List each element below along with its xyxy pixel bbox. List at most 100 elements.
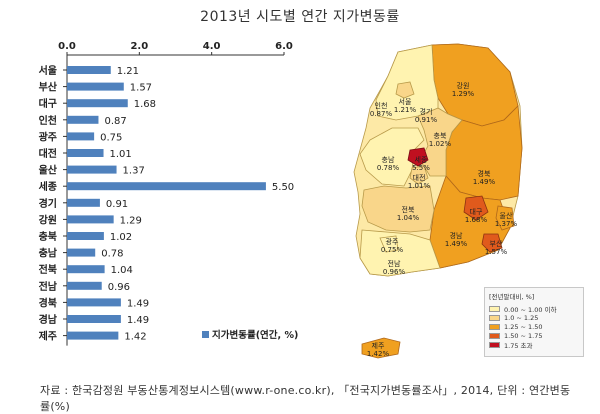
bar [67, 99, 128, 108]
region-jeonnam-shape [359, 229, 441, 277]
region-sejong-shape [407, 147, 429, 167]
map-legend-label: 1.50 ~ 1.75 [504, 331, 543, 340]
x-tick-label: 4.0 [203, 41, 221, 52]
region-value-label: 0.87% [370, 110, 393, 118]
region-ulsan-shape [495, 205, 515, 231]
category-label: 서울 [39, 64, 57, 77]
bar [67, 281, 102, 290]
bar [67, 149, 104, 157]
bar [67, 165, 117, 174]
x-tick-label: 0.0 [58, 41, 76, 52]
map-legend-item: 1.50 ~ 1.75 [489, 331, 579, 340]
category-label: 충북 [39, 230, 57, 243]
category-label: 경남 [39, 313, 58, 326]
value-label: 1.42 [124, 332, 146, 343]
category-label: 대구 [39, 97, 57, 110]
value-label: 1.49 [127, 298, 149, 309]
map-legend-label: 1.75 초과 [504, 341, 533, 350]
korea-map: 강원1.29% 서울1.21% 인천0.87% 경기0.91% 충북1.02%세종5.5… [353, 43, 523, 359]
region-name-label: 대전 [413, 173, 426, 182]
bar [67, 298, 121, 307]
region-value-label: 1.01% [408, 182, 431, 190]
value-label: 1.57 [130, 83, 152, 94]
region-seoul-shape [395, 81, 415, 99]
region-name-label: 경남 [450, 231, 463, 240]
value-label: 0.96 [108, 282, 130, 293]
category-label: 경북 [39, 296, 57, 309]
value-label: 1.49 [127, 315, 149, 326]
x-tick-label: 2.0 [130, 41, 148, 52]
value-label: 1.29 [120, 215, 142, 226]
bar [67, 215, 114, 224]
region-value-label: 1.57% [485, 248, 508, 256]
category-label: 대전 [39, 147, 57, 160]
region-name-label: 충북 [434, 131, 447, 140]
region-value-label: 1.21% [394, 106, 417, 114]
category-label: 충남 [39, 247, 58, 260]
bar [67, 315, 121, 323]
map-legend-swatch [489, 341, 500, 348]
map-legend-swatch [489, 314, 500, 321]
map-legend-label: 1.25 ~ 1.50 [504, 322, 543, 331]
category-label: 울산 [39, 164, 58, 177]
region-value-label: 1.49% [445, 240, 468, 248]
source-note: 자료 : 한국감정원 부동산통계정보시스템(www.r-one.co.kr), … [40, 384, 571, 413]
region-busan-shape [481, 233, 503, 253]
region-name-label: 강원 [457, 81, 470, 90]
map-legend-swatch [489, 323, 500, 330]
region-value-label: 1.37% [495, 220, 518, 228]
region-name-label: 광주 [386, 238, 399, 246]
category-label: 강원 [39, 213, 57, 226]
bar [67, 232, 104, 240]
legend-swatch [202, 331, 209, 338]
region-value-label: 1.04% [397, 214, 420, 222]
region-daejeon-shape [409, 165, 429, 185]
region-value-label: 5.5% [412, 164, 430, 172]
map-legend-swatch [489, 305, 500, 312]
region-name-label: 전남 [388, 259, 401, 268]
bar [67, 115, 99, 124]
value-label: 1.21 [117, 66, 139, 77]
value-label: 1.37 [123, 166, 145, 177]
value-label: 0.78 [101, 249, 123, 260]
bar [67, 248, 96, 257]
region-value-label: 0.91% [415, 116, 438, 124]
value-label: 0.75 [100, 132, 122, 143]
map-legend-item: 1.25 ~ 1.50 [489, 322, 579, 331]
region-name-label: 대구 [470, 208, 483, 216]
map-legend: [전년말대비, %] 0.00 ~ 1.00 이하 1.0 ~ 1.25 1.25 … [484, 287, 584, 357]
region-chungbuk-shape [417, 107, 463, 177]
category-label: 제주 [39, 330, 57, 343]
map-legend-item: 0.00 ~ 1.00 이하 [489, 304, 579, 314]
x-tick-label: 6.0 [275, 41, 293, 52]
map-legend-label: 1.0 ~ 1.25 [504, 313, 539, 322]
chart-title: 2013년 시도별 연간 지가변동률 [200, 9, 400, 25]
region-value-label: 1.68% [465, 216, 488, 224]
region-name-label: 경기 [420, 107, 433, 116]
region-name-label: 경북 [478, 169, 491, 178]
bar [67, 331, 119, 340]
region-name-label: 인천 [375, 101, 388, 110]
region-name-label: 세종 [415, 155, 428, 164]
region-gwangju-shape [379, 235, 399, 253]
map-legend-item: 1.75 초과 [489, 340, 579, 350]
region-name-label: 울산 [500, 211, 513, 220]
bar [67, 66, 111, 74]
value-label: 0.91 [106, 199, 128, 210]
region-name-label: 전북 [402, 205, 415, 214]
value-label: 1.02 [110, 232, 132, 243]
region-value-label: 1.49% [473, 178, 496, 186]
category-label: 세종 [39, 180, 57, 193]
bar [67, 82, 124, 91]
category-label: 부산 [39, 81, 58, 94]
bar [67, 198, 100, 207]
region-jeonbuk-shape [361, 185, 435, 233]
bar [67, 132, 95, 141]
region-name-label: 제주 [372, 342, 385, 350]
region-name-label: 부산 [490, 239, 503, 248]
value-label: 1.04 [111, 265, 133, 276]
value-label: 0.87 [104, 116, 126, 127]
region-value-label: 1.42% [367, 350, 390, 358]
region-value-label: 1.02% [429, 140, 452, 148]
region-value-label: 0.96% [383, 268, 406, 276]
